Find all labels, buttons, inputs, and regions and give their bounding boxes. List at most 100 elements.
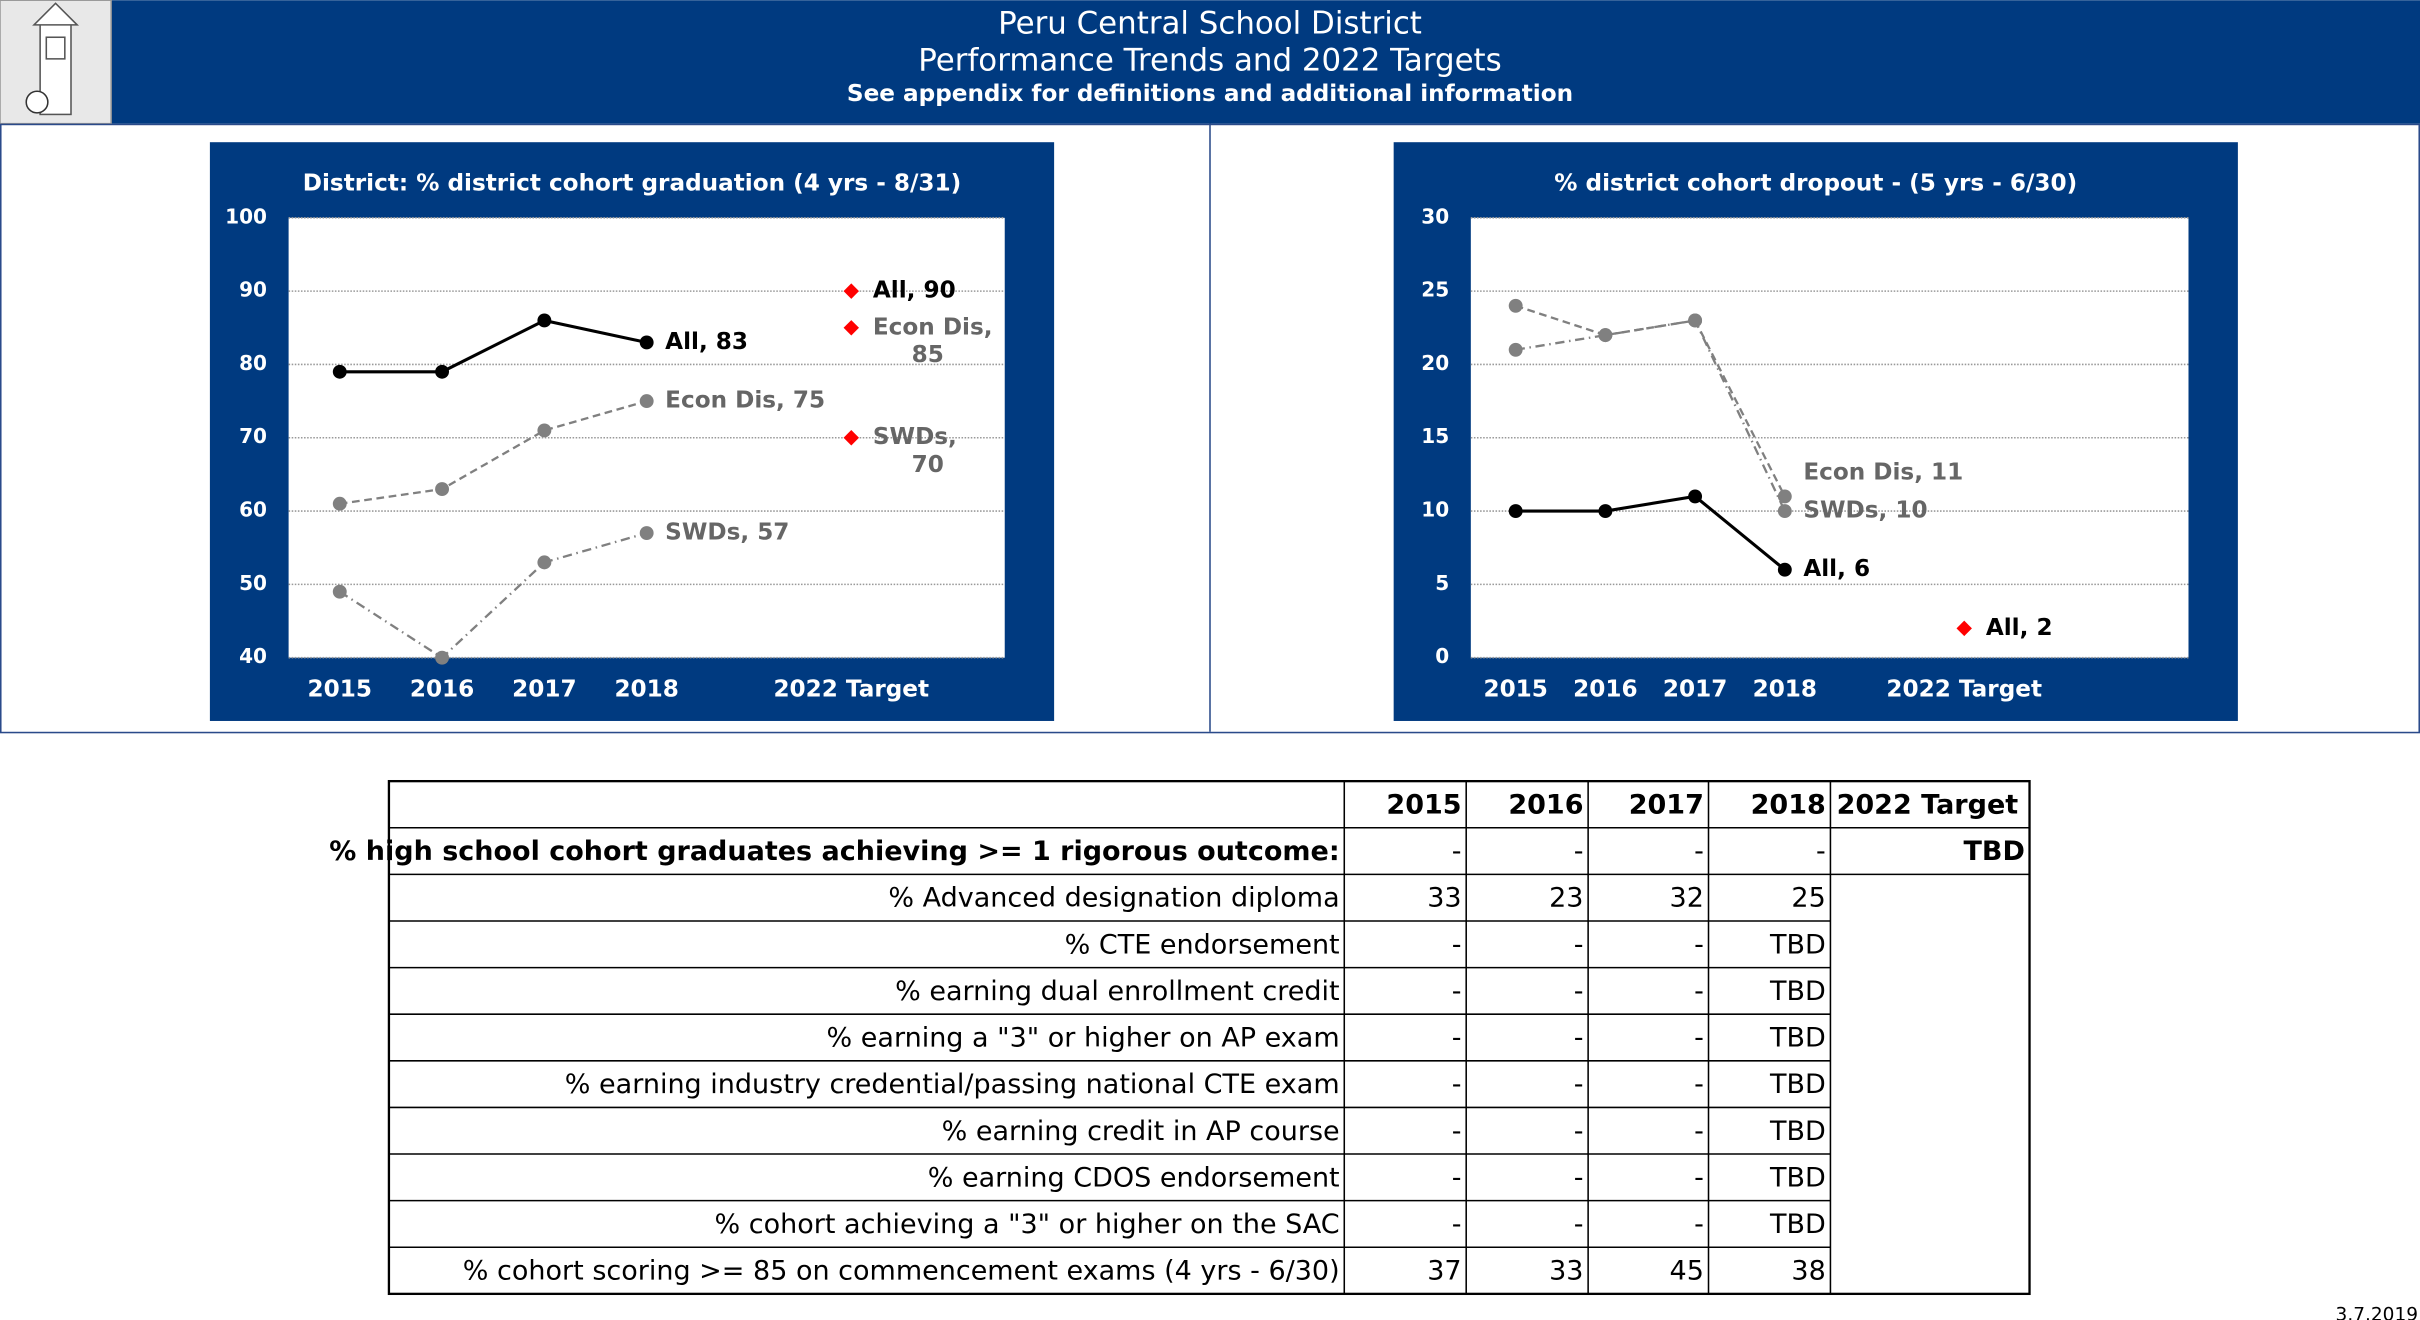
cell: - bbox=[1574, 976, 1584, 1007]
cell: - bbox=[1574, 836, 1584, 867]
y-tick-label: 50 bbox=[239, 571, 267, 595]
data-label: SWDs, 10 bbox=[1803, 498, 1927, 524]
data-point bbox=[1508, 298, 1523, 313]
cell: 33 bbox=[1549, 1256, 1583, 1287]
cell: - bbox=[1694, 1023, 1704, 1054]
y-tick-label: 10 bbox=[1421, 498, 1449, 522]
cell: - bbox=[1816, 836, 1826, 867]
cell: TBD bbox=[1769, 1162, 1826, 1193]
data-point bbox=[537, 555, 552, 570]
row-label: % earning industry credential/passing na… bbox=[565, 1069, 1340, 1100]
cell: 32 bbox=[1670, 883, 1704, 914]
series-line bbox=[339, 399, 647, 505]
target-marker bbox=[843, 320, 859, 336]
column-header: 2018 bbox=[1751, 790, 1826, 821]
footer-date: 3.7.2019 bbox=[2336, 1305, 2418, 1320]
cell: - bbox=[1452, 1209, 1462, 1240]
data-point bbox=[1598, 328, 1613, 343]
x-tick-label: 2018 bbox=[1753, 677, 1817, 703]
data-point bbox=[1688, 313, 1703, 328]
target-label: 85 bbox=[912, 342, 944, 368]
row-label: % cohort scoring >= 85 on commencement e… bbox=[463, 1256, 1340, 1287]
x-tick-label: 2022 Target bbox=[1886, 677, 2042, 703]
cell: TBD bbox=[1769, 976, 1826, 1007]
data-point bbox=[1598, 504, 1613, 519]
cell: - bbox=[1574, 929, 1584, 960]
series-line bbox=[339, 318, 647, 374]
data-point bbox=[435, 650, 450, 665]
cell: - bbox=[1574, 1023, 1584, 1054]
cell: - bbox=[1694, 929, 1704, 960]
column-header: 2015 bbox=[1386, 790, 1461, 821]
cell: - bbox=[1452, 1023, 1462, 1054]
cell: TBD bbox=[1769, 929, 1826, 960]
cell: TBD bbox=[1769, 1069, 1826, 1100]
data-label: Econ Dis, 11 bbox=[1803, 460, 1963, 486]
y-tick-label: 30 bbox=[1421, 204, 1449, 228]
series-line bbox=[1515, 494, 1786, 571]
row-label: % earning CDOS endorsement bbox=[928, 1162, 1340, 1193]
data-point bbox=[639, 526, 654, 541]
y-tick-label: 0 bbox=[1435, 644, 1449, 668]
x-tick-label: 2017 bbox=[1663, 677, 1727, 703]
row-label: % cohort achieving a "3" or higher on th… bbox=[715, 1209, 1340, 1240]
y-tick-label: 40 bbox=[239, 644, 267, 668]
data-point bbox=[639, 335, 654, 350]
cell: TBD bbox=[1769, 1209, 1826, 1240]
header-subtitle: Performance Trends and 2022 Targets bbox=[918, 42, 1501, 78]
charts: District: % district cohort graduation (… bbox=[209, 142, 2238, 721]
cell: - bbox=[1452, 1069, 1462, 1100]
cell: - bbox=[1694, 1069, 1704, 1100]
cell: TBD bbox=[1769, 1116, 1826, 1147]
cell: - bbox=[1452, 976, 1462, 1007]
chart-title: District: % district cohort graduation (… bbox=[303, 170, 961, 196]
target-label: Econ Dis, bbox=[873, 314, 993, 340]
data-label: All, 83 bbox=[665, 329, 748, 355]
row-label: % Advanced designation diploma bbox=[888, 883, 1339, 914]
data-point bbox=[332, 364, 347, 379]
data-point bbox=[1777, 489, 1792, 504]
x-tick-label: 2015 bbox=[1483, 677, 1547, 703]
data-point bbox=[1777, 504, 1792, 519]
data-point bbox=[1688, 489, 1703, 504]
y-tick-label: 5 bbox=[1435, 571, 1449, 595]
row-label: % CTE endorsement bbox=[1065, 929, 1340, 960]
cell: - bbox=[1452, 1116, 1462, 1147]
cell: - bbox=[1574, 1116, 1584, 1147]
table: 2015 2016 2017 2018 2022 Target % high school… bbox=[329, 779, 2031, 1296]
data-point bbox=[1508, 342, 1523, 357]
x-tick-label: 2017 bbox=[512, 677, 576, 703]
target-label: SWDs, bbox=[873, 424, 957, 450]
x-tick-label: 2016 bbox=[410, 677, 474, 703]
cell: - bbox=[1452, 836, 1462, 867]
cell: 37 bbox=[1427, 1256, 1461, 1287]
series-line bbox=[339, 531, 647, 660]
cell: 25 bbox=[1791, 883, 1825, 914]
cell: - bbox=[1452, 1162, 1462, 1193]
column-header: 2017 bbox=[1629, 790, 1704, 821]
cell: - bbox=[1694, 976, 1704, 1007]
data-point bbox=[537, 423, 552, 438]
data-point bbox=[435, 364, 450, 379]
series-line bbox=[1515, 304, 1786, 497]
cell: - bbox=[1694, 1162, 1704, 1193]
x-tick-label: 2015 bbox=[308, 677, 372, 703]
header-title: Peru Central School District bbox=[998, 5, 1422, 41]
data-point bbox=[435, 482, 450, 497]
row-label: % earning dual enrollment credit bbox=[895, 976, 1339, 1007]
row-label: % earning a "3" or higher on AP exam bbox=[827, 1023, 1340, 1054]
cell-target: TBD bbox=[1963, 836, 2024, 867]
series-line bbox=[1515, 319, 1786, 512]
cell: 33 bbox=[1427, 883, 1461, 914]
target-marker bbox=[1956, 620, 1972, 637]
cell: - bbox=[1574, 1162, 1584, 1193]
x-tick-label: 2018 bbox=[614, 677, 678, 703]
logo bbox=[0, 0, 112, 125]
y-tick-label: 60 bbox=[239, 498, 267, 522]
cell: TBD bbox=[1769, 1023, 1826, 1054]
cell: 23 bbox=[1549, 883, 1583, 914]
cell: - bbox=[1694, 1116, 1704, 1147]
data-point bbox=[332, 584, 347, 599]
cell: - bbox=[1694, 836, 1704, 867]
y-tick-label: 100 bbox=[225, 204, 267, 228]
